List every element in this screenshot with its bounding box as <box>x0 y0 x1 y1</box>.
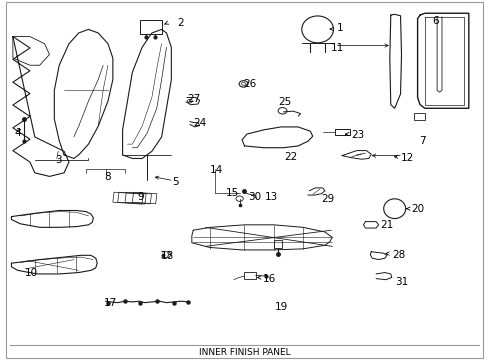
Text: 28: 28 <box>391 249 404 260</box>
Text: 11: 11 <box>330 43 344 53</box>
Text: 1: 1 <box>336 23 343 33</box>
Bar <box>334 129 349 135</box>
Text: 17: 17 <box>104 298 117 308</box>
Text: 26: 26 <box>243 79 256 89</box>
Text: 25: 25 <box>278 97 291 107</box>
Text: 22: 22 <box>284 152 297 162</box>
Text: 14: 14 <box>209 165 222 175</box>
Text: 27: 27 <box>186 94 200 104</box>
Bar <box>113 192 143 204</box>
Bar <box>132 192 157 204</box>
Text: 6: 6 <box>431 17 438 27</box>
Text: 2: 2 <box>177 18 183 28</box>
Bar <box>413 113 424 120</box>
Text: 12: 12 <box>400 153 413 163</box>
Bar <box>273 240 281 248</box>
Text: 29: 29 <box>321 194 334 204</box>
Text: 5: 5 <box>172 177 179 187</box>
Bar <box>125 192 151 204</box>
Text: 19: 19 <box>274 302 287 312</box>
Text: 13: 13 <box>264 192 278 202</box>
Text: 7: 7 <box>418 136 425 146</box>
Text: 20: 20 <box>410 204 424 215</box>
Bar <box>140 20 161 34</box>
Text: 3: 3 <box>55 155 62 165</box>
Text: 16: 16 <box>263 274 276 284</box>
Text: 30: 30 <box>248 192 261 202</box>
Text: 9: 9 <box>137 192 143 202</box>
Text: 24: 24 <box>193 118 206 128</box>
Text: 15: 15 <box>225 188 239 198</box>
Text: 23: 23 <box>350 130 363 140</box>
Text: 10: 10 <box>25 267 38 278</box>
Text: 4: 4 <box>14 128 21 138</box>
Text: INNER FINISH PANEL: INNER FINISH PANEL <box>198 348 290 357</box>
Text: 31: 31 <box>394 277 407 287</box>
Text: 8: 8 <box>104 172 110 182</box>
Text: 21: 21 <box>379 220 392 230</box>
Bar <box>243 272 255 279</box>
Text: 18: 18 <box>160 251 174 261</box>
Bar <box>118 192 146 204</box>
